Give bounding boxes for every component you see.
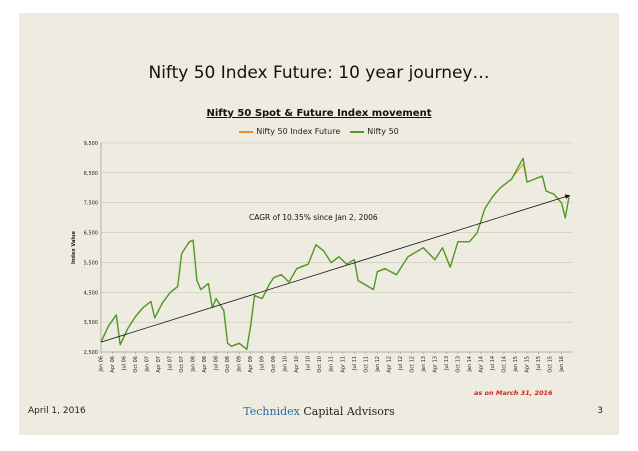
cagr-trend-line — [100, 194, 570, 343]
x-tick-label: Apr 12 — [386, 356, 392, 373]
x-tick-label: Jan 13 — [421, 356, 427, 373]
x-tick-label: Jul 06 — [122, 356, 128, 371]
y-tick-label: 8,500 — [84, 171, 98, 177]
legend-swatch-future — [239, 130, 254, 133]
x-tick-label: Jul 12 — [398, 356, 404, 371]
x-tick-label: Apr 07 — [156, 356, 162, 373]
y-tick-label: 9,500 — [84, 141, 98, 147]
x-tick-label: Apr 14 — [478, 356, 484, 373]
x-tick-label: Jul 10 — [306, 356, 312, 371]
x-tick-label: Apr 08 — [202, 356, 208, 373]
y-tick-label: 4,500 — [84, 290, 98, 296]
series-line-spot — [100, 157, 570, 350]
chart-title: Nifty 50 Spot & Future Index movement — [206, 108, 432, 119]
x-tick-label: Jul 08 — [214, 356, 220, 371]
x-tick-label: Jul 14 — [490, 356, 496, 371]
x-tick-label: Apr 10 — [294, 356, 300, 373]
series-line-future — [100, 163, 570, 350]
x-tick-label: Apr 11 — [340, 356, 346, 373]
legend-label-future: Nifty 50 Index Future — [256, 127, 341, 136]
x-tick-label: Oct 08 — [225, 356, 231, 373]
x-tick-label: Jul 09 — [260, 356, 266, 371]
x-tick-label: Oct 09 — [271, 356, 277, 373]
x-tick-label: Jul 11 — [352, 356, 358, 371]
footer-brand: Technidex Capital Advisors — [19, 405, 619, 418]
x-tick-label: Apr 06 — [110, 356, 116, 373]
chart-plot: 2,500 3,500 4,500 5,500 6,500 7,500 8,500 9,500… — [71, 141, 573, 373]
x-tick-label: Jul 15 — [536, 356, 542, 371]
legend-label-spot: Nifty 50 — [367, 127, 399, 136]
y-tick-label: 7,500 — [84, 201, 98, 207]
chart-legend: Nifty 50 Index Future Nifty 50 — [19, 127, 619, 136]
y-tick-label: 6,500 — [84, 231, 98, 237]
x-tick-label: Oct 11 — [363, 356, 369, 373]
y-tick-label: 3,500 — [84, 320, 98, 326]
x-tick-label: Oct 14 — [501, 356, 507, 373]
x-tick-label: Oct 12 — [409, 356, 415, 373]
slide: Nifty 50 Index Future: 10 year journey… … — [19, 13, 619, 435]
x-tick-label: Jul 13 — [444, 356, 450, 371]
slide-title: Nifty 50 Index Future: 10 year journey… — [148, 63, 490, 83]
legend-entry-future: Nifty 50 Index Future — [239, 127, 340, 136]
y-axis-label: Index Value — [71, 230, 77, 264]
brand-part-1: Tech — [243, 405, 270, 418]
x-tick-label: Jan 08 — [191, 356, 197, 373]
x-tick-label: Oct 15 — [547, 356, 553, 373]
x-tick-label: Oct 10 — [317, 356, 323, 373]
cagr-annotation: CAGR of 10.35% since Jan 2, 2006 — [249, 213, 378, 222]
x-tick-label: Apr 15 — [524, 356, 530, 373]
legend-swatch-spot — [350, 130, 365, 133]
x-tick-label: Jul 07 — [168, 356, 174, 371]
x-tick-label: Jan 09 — [237, 356, 243, 373]
x-tick-label: Jan 11 — [329, 356, 335, 373]
footer-date: April 1, 2016 — [28, 406, 86, 416]
x-tick-label: Apr 13 — [432, 356, 438, 373]
brand-part-3: Capital Advisors — [299, 405, 395, 418]
x-tick-label: Apr 09 — [248, 356, 254, 373]
x-tick-label: Jan 12 — [375, 356, 381, 373]
x-tick-label: Oct 07 — [179, 356, 185, 373]
x-tick-label: Oct 13 — [455, 356, 461, 373]
page-number: 3 — [597, 406, 603, 416]
x-tick-label: Jan 14 — [467, 356, 473, 373]
as-of-note: as on March 31, 2016 — [474, 389, 553, 397]
legend-entry-spot: Nifty 50 — [350, 127, 399, 136]
brand-part-2: nidex — [269, 405, 300, 418]
x-tick-label: Jan 06 — [99, 356, 105, 373]
x-tick-label: Jan 10 — [283, 356, 289, 373]
y-tick-label: 2,500 — [84, 350, 98, 356]
y-tick-label: 5,500 — [84, 260, 98, 266]
x-tick-label: Jan 16 — [559, 356, 565, 373]
x-tick-label: Jan 15 — [513, 356, 519, 373]
x-tick-label: Jan 07 — [145, 356, 151, 373]
x-tick-label: Oct 06 — [133, 356, 139, 373]
